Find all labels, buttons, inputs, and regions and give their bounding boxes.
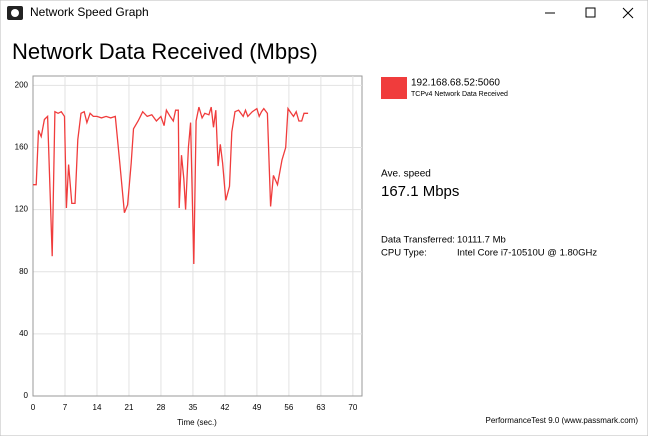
x-tick-label: 70 [348, 403, 357, 412]
stat-label: Data Transferred: [381, 235, 455, 246]
close-button[interactable] [622, 7, 634, 19]
stat-label: CPU Type: [381, 248, 427, 259]
x-tick-label: 0 [31, 403, 36, 412]
x-tick-label: 21 [125, 403, 134, 412]
chart-title: Network Data Received (Mbps) [12, 39, 318, 64]
stat-value: 10111.7 Mb [457, 235, 506, 246]
y-tick-label: 0 [24, 391, 29, 400]
maximize-button[interactable] [585, 7, 596, 18]
y-tick-label: 40 [19, 329, 28, 338]
x-tick-label: 63 [316, 403, 325, 412]
x-tick-label: 28 [156, 403, 165, 412]
x-axis-label: Time (sec.) [177, 418, 217, 427]
y-tick-label: 200 [15, 80, 29, 89]
window-title: Network Speed Graph [30, 5, 149, 19]
legend-name: 192.168.68.52:5060 [411, 78, 500, 89]
plot-area [32, 75, 363, 397]
x-tick-label: 42 [220, 403, 229, 412]
x-tick-label: 49 [252, 403, 261, 412]
legend-subtitle: TCPv4 Network Data Received [411, 91, 508, 98]
app-icon-dot [11, 9, 19, 17]
x-tick-label: 35 [188, 403, 197, 412]
avg-label: Ave. speed [381, 169, 431, 180]
footer: PerformanceTest 9.0 (www.passmark.com) [486, 416, 639, 425]
y-tick-label: 120 [15, 205, 29, 214]
x-tick-label: 7 [63, 403, 68, 412]
x-tick-label: 14 [93, 403, 102, 412]
x-tick-label: 56 [284, 403, 293, 412]
data-line [33, 106, 309, 265]
legend-swatch [381, 77, 407, 99]
y-tick-label: 80 [19, 267, 28, 276]
y-tick-label: 160 [15, 143, 29, 152]
stat-value: Intel Core i7-10510U @ 1.80GHz [457, 248, 597, 259]
avg-value: 167.1 Mbps [381, 183, 459, 200]
